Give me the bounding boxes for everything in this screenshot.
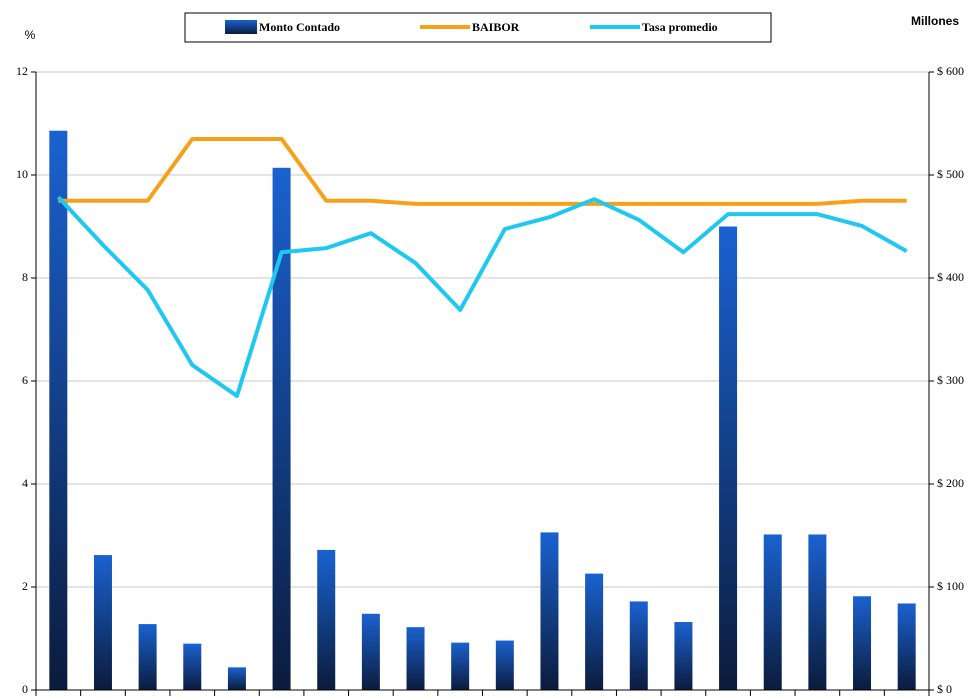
y-tick-label: 2 [22,579,28,593]
y2-tick-label: $ 600 [937,64,964,78]
bar [540,532,559,690]
legend-label: Tasa promedio [642,20,718,34]
bar [93,555,112,690]
y2-tick-label: $ 100 [937,579,964,593]
bar [719,226,738,690]
y2-tick-label: $ 0 [937,682,952,696]
bar [585,573,604,690]
bar [138,624,157,690]
y-tick-label: 4 [22,476,28,490]
bar [406,627,425,690]
y-tick-label: 0 [22,682,28,696]
legend-label: Monto Contado [259,20,340,34]
y-tick-label: 12 [16,64,28,78]
line [58,136,907,206]
y2-tick-label: $ 400 [937,270,964,284]
y-tick-label: 8 [22,270,28,284]
legend-label: BAIBOR [472,20,520,34]
y-tick-label: 10 [16,167,28,181]
y-tick-label: 6 [22,373,28,387]
bar [897,603,916,690]
bar [853,596,872,690]
bar [808,534,827,690]
y2-tick-label: $ 300 [937,373,964,387]
bar [183,643,202,690]
y-axis-label: % [25,28,36,42]
bar [317,549,336,690]
bar [49,130,68,690]
line [56,195,908,398]
bar [272,167,291,691]
y2-axis-label: Millones [911,14,959,28]
legend-swatch [225,20,257,34]
bar [361,613,380,690]
bar [629,601,648,690]
bar [227,667,246,690]
y2-tick-label: $ 200 [937,476,964,490]
bar [763,534,782,690]
bar [674,622,693,690]
y2-tick-label: $ 500 [937,167,964,181]
legend-box [184,12,772,43]
bar [495,640,514,690]
bar [451,642,470,690]
